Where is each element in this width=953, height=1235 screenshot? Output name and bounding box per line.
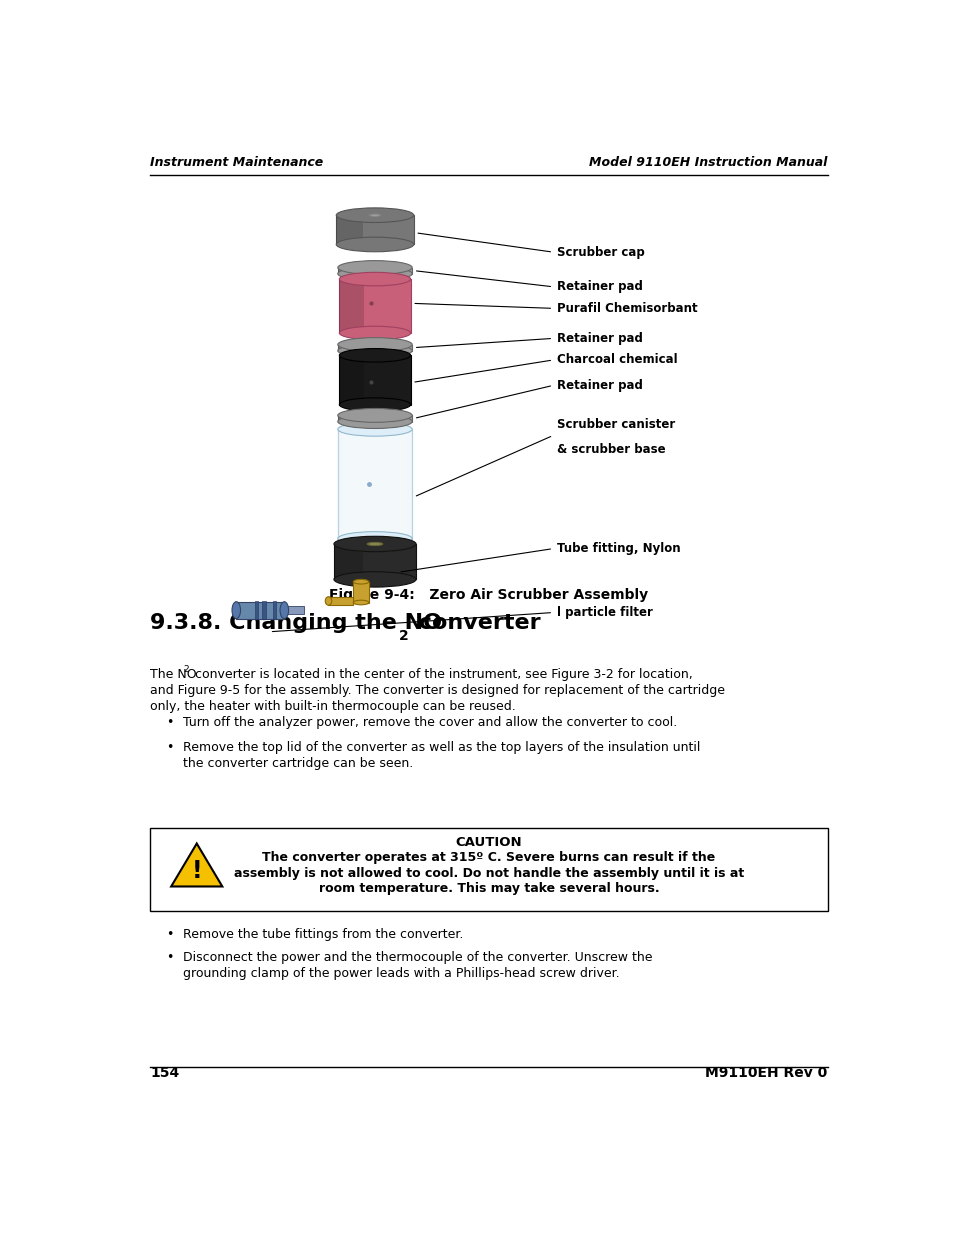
Text: and Figure 9-5 for the assembly. The converter is designed for replacement of th: and Figure 9-5 for the assembly. The con… [150, 684, 724, 697]
Text: Turn off the analyzer power, remove the cover and allow the converter to cool.: Turn off the analyzer power, remove the … [183, 716, 677, 730]
Text: Remove the top lid of the converter as well as the top layers of the insulation : Remove the top lid of the converter as w… [183, 741, 700, 755]
Text: assembly is not allowed to cool. Do not handle the assembly until it is at: assembly is not allowed to cool. Do not … [233, 867, 743, 879]
Text: Tube fitting, Nylon: Tube fitting, Nylon [557, 542, 680, 555]
Polygon shape [171, 844, 222, 887]
Polygon shape [337, 268, 412, 274]
Ellipse shape [337, 422, 412, 436]
Text: Model 9110EH Instruction Manual: Model 9110EH Instruction Manual [589, 156, 827, 169]
Ellipse shape [353, 600, 369, 605]
Polygon shape [335, 215, 363, 245]
Text: Retainer pad: Retainer pad [557, 379, 642, 391]
Ellipse shape [337, 415, 412, 429]
Text: •: • [166, 716, 173, 730]
Polygon shape [337, 345, 363, 351]
Ellipse shape [337, 337, 412, 352]
Polygon shape [334, 543, 416, 579]
Ellipse shape [325, 597, 332, 605]
Polygon shape [254, 601, 258, 620]
Text: •: • [166, 951, 173, 965]
Text: 154: 154 [150, 1066, 179, 1079]
Ellipse shape [339, 348, 410, 362]
Text: 9.3.8. Changing the NO: 9.3.8. Changing the NO [150, 614, 442, 634]
Ellipse shape [337, 261, 412, 274]
Text: converter: converter [410, 614, 539, 634]
Ellipse shape [353, 579, 369, 584]
Ellipse shape [339, 273, 410, 285]
Polygon shape [273, 601, 275, 620]
Text: CAUTION: CAUTION [456, 836, 521, 848]
Text: grounding clamp of the power leads with a Phillips-head screw driver.: grounding clamp of the power leads with … [183, 967, 618, 979]
Ellipse shape [369, 214, 380, 216]
Text: room temperature. This may take several hours.: room temperature. This may take several … [318, 882, 659, 895]
Text: Scrubber canister: Scrubber canister [557, 417, 675, 431]
Ellipse shape [232, 601, 240, 619]
Text: 2: 2 [398, 630, 408, 643]
Polygon shape [328, 597, 353, 605]
Text: only, the heater with built-in thermocouple can be reused.: only, the heater with built-in thermocou… [150, 700, 516, 714]
Ellipse shape [367, 542, 382, 546]
Text: The converter operates at 315º C. Severe burns can result if the: The converter operates at 315º C. Severe… [262, 851, 715, 864]
Polygon shape [339, 279, 410, 333]
Text: M9110EH Rev 0: M9110EH Rev 0 [704, 1066, 827, 1079]
Ellipse shape [280, 601, 289, 619]
Text: the converter cartridge can be seen.: the converter cartridge can be seen. [183, 757, 413, 769]
Polygon shape [335, 215, 414, 245]
Text: Purafil Chemisorbant: Purafil Chemisorbant [557, 301, 697, 315]
Polygon shape [337, 268, 363, 274]
Ellipse shape [337, 531, 412, 546]
Text: Remove the tube fittings from the converter.: Remove the tube fittings from the conver… [183, 929, 463, 941]
Ellipse shape [337, 343, 412, 358]
Text: •: • [166, 741, 173, 755]
Ellipse shape [337, 267, 412, 280]
Ellipse shape [334, 536, 416, 552]
Ellipse shape [335, 537, 414, 551]
Text: The NO: The NO [150, 668, 196, 680]
Ellipse shape [335, 207, 414, 222]
Ellipse shape [339, 326, 410, 340]
Ellipse shape [334, 572, 416, 587]
Polygon shape [343, 433, 406, 535]
Polygon shape [236, 601, 284, 619]
Polygon shape [262, 601, 266, 620]
Text: Scrubber cap: Scrubber cap [557, 246, 644, 258]
Text: Instrument Maintenance: Instrument Maintenance [150, 156, 323, 169]
Text: Charcoal chemical: Charcoal chemical [557, 353, 677, 367]
Text: l particle filter: l particle filter [557, 606, 652, 619]
Polygon shape [339, 356, 410, 405]
Polygon shape [339, 356, 364, 405]
Text: & scrubber base: & scrubber base [557, 443, 665, 456]
Polygon shape [337, 415, 363, 421]
Polygon shape [337, 415, 412, 421]
Ellipse shape [337, 409, 412, 422]
Text: Retainer pad: Retainer pad [557, 280, 642, 293]
Polygon shape [353, 582, 369, 603]
Ellipse shape [339, 398, 410, 411]
Polygon shape [339, 279, 364, 333]
Polygon shape [337, 430, 412, 538]
Polygon shape [337, 345, 412, 351]
Ellipse shape [335, 237, 414, 252]
Polygon shape [284, 606, 303, 615]
Text: Figure 9-4:   Zero Air Scrubber Assembly: Figure 9-4: Zero Air Scrubber Assembly [329, 588, 648, 601]
Text: Retainer pad: Retainer pad [557, 332, 642, 345]
FancyBboxPatch shape [150, 829, 827, 911]
Text: •: • [166, 929, 173, 941]
Text: converter is located in the center of the instrument, see Figure 3-2 for locatio: converter is located in the center of th… [191, 668, 692, 680]
Polygon shape [334, 543, 362, 579]
Text: 2: 2 [183, 664, 189, 674]
Text: !: ! [192, 860, 202, 883]
Text: Disconnect the power and the thermocouple of the converter. Unscrew the: Disconnect the power and the thermocoupl… [183, 951, 652, 965]
